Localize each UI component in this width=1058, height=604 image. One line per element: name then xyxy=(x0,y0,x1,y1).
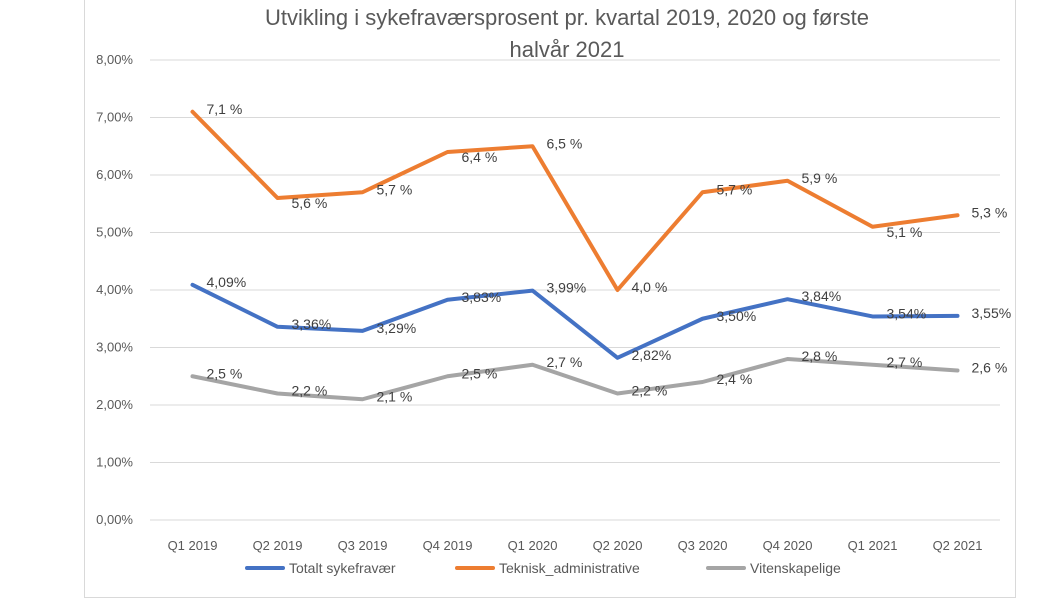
x-tick-label: Q2 2019 xyxy=(253,538,303,553)
data-label: 2,6 % xyxy=(972,360,1008,376)
legend-item: Totalt sykefravær xyxy=(245,560,396,576)
legend-item: Teknisk_administrative xyxy=(455,560,640,576)
x-tick-label: Q3 2020 xyxy=(678,538,728,553)
y-tick-label: 5,00% xyxy=(96,225,133,240)
data-label: 5,6 % xyxy=(292,195,328,211)
legend-label: Vitenskapelige xyxy=(750,560,841,576)
data-label: 5,3 % xyxy=(972,204,1008,220)
data-label: 6,4 % xyxy=(462,149,498,165)
legend-swatch xyxy=(455,566,495,570)
data-label: 2,7 % xyxy=(547,354,583,370)
x-tick-label: Q1 2020 xyxy=(508,538,558,553)
data-label: 2,7 % xyxy=(887,354,923,370)
legend-swatch xyxy=(706,566,746,570)
series-line-1 xyxy=(190,282,960,360)
data-label: 3,54% xyxy=(887,305,927,321)
legend-item: Vitenskapelige xyxy=(706,560,841,576)
data-label: 3,55% xyxy=(972,305,1012,321)
y-tick-label: 8,00% xyxy=(96,52,133,67)
chart-legend: Totalt sykefravær Teknisk_administrative V… xyxy=(0,560,1058,580)
x-tick-label: Q2 2020 xyxy=(593,538,643,553)
x-tick-label: Q2 2021 xyxy=(933,538,983,553)
data-label: 2,2 % xyxy=(292,383,328,399)
x-tick-label: Q1 2019 xyxy=(168,538,218,553)
data-label: 2,5 % xyxy=(207,365,243,381)
data-label: 3,29% xyxy=(377,320,417,336)
y-tick-label: 4,00% xyxy=(96,282,133,297)
legend-label: Totalt sykefravær xyxy=(289,560,396,576)
data-label: 2,4 % xyxy=(717,371,753,387)
data-label: 2,82% xyxy=(632,347,672,363)
data-label: 4,09% xyxy=(207,274,247,290)
data-label: 5,7 % xyxy=(377,181,413,197)
data-label: 3,36% xyxy=(292,316,332,332)
data-label: 2,2 % xyxy=(632,383,668,399)
y-tick-label: 1,00% xyxy=(96,455,133,470)
legend-label: Teknisk_administrative xyxy=(499,560,640,576)
chart-frame xyxy=(84,0,1016,598)
chart-title-line-1: Utvikling i sykefraværsprosent pr. kvart… xyxy=(264,5,870,30)
x-tick-label: Q4 2019 xyxy=(423,538,473,553)
series-line-3 xyxy=(190,357,960,402)
data-label: 3,83% xyxy=(462,289,502,305)
x-tick-label: Q3 2019 xyxy=(338,538,388,553)
y-tick-label: 6,00% xyxy=(96,167,133,182)
data-label: 2,1 % xyxy=(377,388,413,404)
legend-swatch xyxy=(245,566,285,570)
data-label: 2,5 % xyxy=(462,365,498,381)
series-line-2 xyxy=(190,109,960,292)
y-tick-label: 2,00% xyxy=(96,397,133,412)
y-tick-label: 3,00% xyxy=(96,340,133,355)
data-label: 3,84% xyxy=(802,288,842,304)
data-label: 5,9 % xyxy=(802,170,838,186)
data-label: 6,5 % xyxy=(547,135,583,151)
y-tick-label: 0,00% xyxy=(96,512,133,527)
data-label: 4,0 % xyxy=(632,279,668,295)
data-label: 7,1 % xyxy=(207,101,243,117)
data-label: 3,99% xyxy=(547,280,587,296)
chart-title-line-2: halvår 2021 xyxy=(509,37,625,62)
data-label: 5,7 % xyxy=(717,181,753,197)
data-label: 5,1 % xyxy=(887,224,923,240)
y-tick-label: 7,00% xyxy=(96,110,133,125)
x-tick-label: Q1 2021 xyxy=(848,538,898,553)
data-label: 3,50% xyxy=(717,308,757,324)
data-label: 2,8 % xyxy=(802,348,838,364)
x-tick-label: Q4 2020 xyxy=(763,538,813,553)
